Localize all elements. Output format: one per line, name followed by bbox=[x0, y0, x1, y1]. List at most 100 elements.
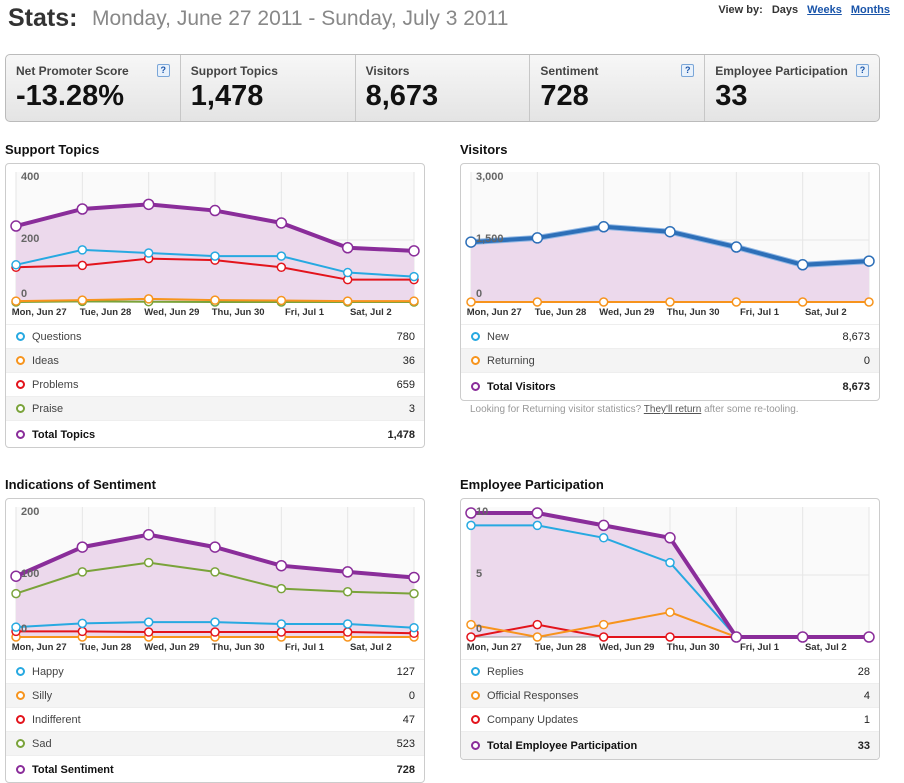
data-point-returning bbox=[864, 297, 874, 307]
series-dot-icon bbox=[471, 382, 480, 391]
legend-value: 523 bbox=[396, 737, 415, 750]
legend-label: Ideas bbox=[32, 354, 59, 367]
series-dot-icon bbox=[16, 691, 25, 700]
legend-value: 0 bbox=[408, 689, 415, 702]
data-point-indifferent bbox=[276, 627, 287, 637]
data-point-total-topics bbox=[76, 203, 89, 215]
visitors-title: Visitors bbox=[460, 142, 508, 157]
view-by-days[interactable]: Days bbox=[771, 4, 799, 16]
data-point-indifferent bbox=[342, 627, 353, 637]
legend-row-happy[interactable]: Happy 127 bbox=[6, 659, 424, 683]
legend-value: 0 bbox=[863, 354, 870, 367]
data-point-sad bbox=[276, 583, 287, 594]
legend-row-total-sentiment[interactable]: Total Sentiment 728 bbox=[6, 755, 424, 782]
data-point-total-visitors bbox=[796, 259, 809, 271]
legend-label: Returning bbox=[487, 354, 535, 367]
legend-value: 780 bbox=[396, 330, 415, 343]
legend-value: 4 bbox=[863, 689, 870, 702]
view-by: View by: Days Weeks Months bbox=[718, 4, 890, 16]
legend-row-new[interactable]: New 8,673 bbox=[461, 324, 879, 348]
data-point-happy bbox=[409, 622, 419, 633]
legend-label: Happy bbox=[32, 665, 64, 678]
x-tick-label: Tue, Jun 28 bbox=[534, 307, 587, 318]
legend-row-replies[interactable]: Replies 28 bbox=[461, 659, 879, 683]
summary-bar: Net Promoter Score -13.28% ? Support Top… bbox=[5, 54, 880, 122]
data-point-replies bbox=[466, 520, 476, 531]
data-point-questions bbox=[11, 260, 21, 270]
data-point-replies bbox=[665, 557, 675, 568]
data-point-sad bbox=[342, 586, 353, 597]
series-dot-icon bbox=[471, 741, 480, 750]
data-point-ideas bbox=[409, 296, 419, 306]
help-icon[interactable]: ? bbox=[855, 64, 869, 77]
x-tick-label: Wed, Jun 29 bbox=[599, 307, 655, 318]
data-point-total-topics bbox=[142, 198, 155, 211]
legend-label: Total Visitors bbox=[487, 380, 556, 393]
legend-label: Company Updates bbox=[487, 713, 579, 726]
data-point-ideas bbox=[342, 296, 353, 306]
legend-row-indifferent[interactable]: Indifferent 47 bbox=[6, 707, 424, 731]
sentiment-panel: 200 100 0 Mon, Jun 27 Tue, Jun 28 Wed, Jun 29… bbox=[5, 498, 425, 783]
data-point-questions bbox=[210, 251, 220, 261]
employee-participation-title: Employee Participation bbox=[460, 477, 604, 492]
summary-sentiment: Sentiment 728 ? bbox=[530, 55, 706, 121]
legend-value: 8,673 bbox=[842, 380, 870, 393]
summary-support-topics: Support Topics 1,478 bbox=[181, 55, 356, 121]
legend-row-ideas[interactable]: Ideas 36 bbox=[6, 348, 424, 372]
data-point-total-employee-participation bbox=[863, 631, 875, 643]
data-point-total-topics bbox=[341, 242, 354, 254]
legend-label: Questions bbox=[32, 330, 82, 343]
legend-row-total-topics[interactable]: Total Topics 1,478 bbox=[6, 420, 424, 447]
visitors-chart: 3,000 1,500 0 Mon, Jun 27 Tue, Jun 28 Wed, Ju… bbox=[461, 164, 879, 324]
data-point-questions bbox=[409, 271, 419, 282]
legend-row-total-employee-participation[interactable]: Total Employee Participation 33 bbox=[461, 731, 879, 759]
data-point-total-employee-participation bbox=[664, 532, 676, 544]
data-point-sad bbox=[143, 557, 154, 568]
legend-row-total-visitors[interactable]: Total Visitors 8,673 bbox=[461, 372, 879, 400]
legend-row-praise[interactable]: Praise 3 bbox=[6, 396, 424, 420]
x-tick-label: Mon, Jun 27 bbox=[11, 642, 67, 653]
summary-value: 1,478 bbox=[190, 80, 264, 112]
legend-row-company-updates[interactable]: Company Updates 1 bbox=[461, 707, 879, 731]
help-icon[interactable]: ? bbox=[681, 64, 695, 77]
legend-row-silly[interactable]: Silly 0 bbox=[6, 683, 424, 707]
legend-row-sad[interactable]: Sad 523 bbox=[6, 731, 424, 755]
data-point-sad bbox=[210, 567, 220, 577]
help-icon[interactable]: ? bbox=[156, 64, 170, 77]
legend-row-problems[interactable]: Problems 659 bbox=[6, 372, 424, 396]
view-by-weeks-link[interactable]: Weeks bbox=[807, 4, 842, 16]
y-tick-label: 100 bbox=[21, 568, 40, 580]
legend-row-official-responses[interactable]: Official Responses 4 bbox=[461, 683, 879, 707]
series-dot-icon bbox=[16, 765, 25, 774]
legend-label: Problems bbox=[32, 378, 79, 391]
legend-row-returning[interactable]: Returning 0 bbox=[461, 348, 879, 372]
x-tick-label: Fri, Jul 1 bbox=[284, 307, 325, 318]
data-point-total-sentiment bbox=[275, 559, 288, 572]
legend-value: 127 bbox=[396, 665, 415, 678]
data-point-problems bbox=[276, 262, 287, 273]
x-tick-label: Tue, Jun 28 bbox=[79, 642, 132, 653]
view-by-label: View by: bbox=[718, 4, 763, 16]
data-point-happy bbox=[210, 617, 220, 627]
x-tick-label: Thu, Jun 30 bbox=[211, 642, 265, 653]
view-by-months-link[interactable]: Months bbox=[850, 4, 890, 16]
x-tick-label: Fri, Jul 1 bbox=[739, 307, 780, 318]
summary-value: 8,673 bbox=[365, 80, 439, 112]
series-dot-icon bbox=[16, 715, 25, 724]
y-tick-label: 10 bbox=[476, 506, 489, 518]
data-point-sad bbox=[409, 588, 419, 599]
data-point-replies bbox=[532, 520, 543, 531]
data-point-sad bbox=[77, 567, 88, 577]
data-point-total-sentiment bbox=[10, 570, 22, 582]
theyll-return-link[interactable]: They'll return bbox=[643, 404, 702, 415]
legend-label: New bbox=[487, 330, 510, 343]
y-tick-label: 400 bbox=[21, 171, 40, 183]
series-dot-icon bbox=[471, 356, 480, 365]
legend-row-questions[interactable]: Questions 780 bbox=[6, 324, 424, 348]
support-chart-svg bbox=[10, 172, 420, 307]
summary-title: Sentiment bbox=[540, 64, 599, 78]
x-tick-label: Fri, Jul 1 bbox=[284, 642, 325, 653]
x-tick-label: Fri, Jul 1 bbox=[739, 642, 780, 653]
total-area-fill bbox=[471, 513, 869, 637]
data-point-returning bbox=[665, 297, 675, 307]
